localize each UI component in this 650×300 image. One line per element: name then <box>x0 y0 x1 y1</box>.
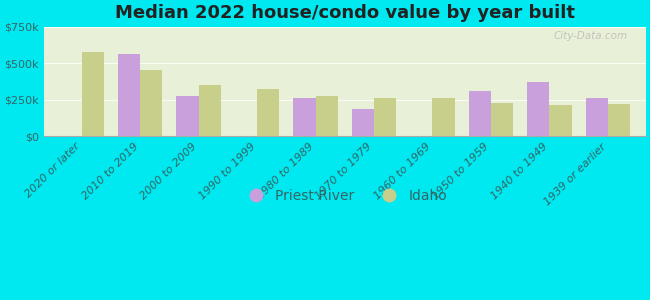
Bar <box>293 98 315 136</box>
Bar <box>432 98 454 136</box>
Bar <box>82 52 104 136</box>
Title: Median 2022 house/condo value by year built: Median 2022 house/condo value by year bu… <box>115 4 575 22</box>
Bar <box>527 82 549 136</box>
Bar <box>257 89 280 136</box>
Bar <box>586 98 608 136</box>
Bar <box>608 104 630 136</box>
Bar <box>140 70 162 136</box>
Bar <box>352 109 374 136</box>
Bar <box>118 54 140 136</box>
Bar <box>374 98 396 136</box>
Bar <box>549 105 571 136</box>
Text: City-Data.com: City-Data.com <box>554 31 628 41</box>
Bar <box>469 91 491 136</box>
Bar <box>315 96 338 136</box>
Bar <box>199 85 221 136</box>
Bar <box>176 96 199 136</box>
Legend: Priest River, Idaho: Priest River, Idaho <box>237 184 453 209</box>
Bar <box>491 103 513 136</box>
